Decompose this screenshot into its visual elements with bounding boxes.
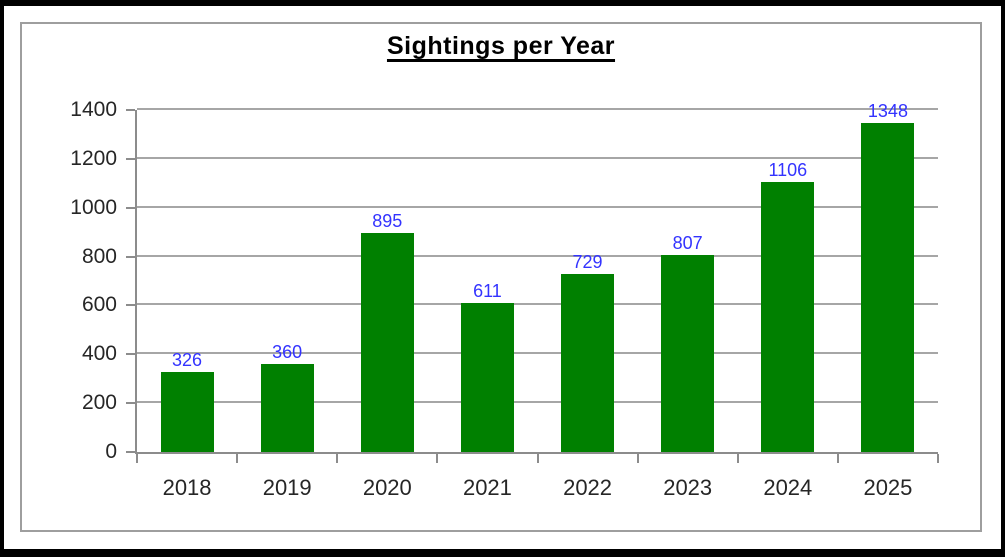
bar-2019 <box>260 364 314 452</box>
bar-value-label: 895 <box>372 211 403 232</box>
y-axis-line <box>135 110 137 454</box>
bar-value-label: 729 <box>572 251 603 272</box>
bar-value-label: 611 <box>473 280 502 301</box>
x-category-label: 2021 <box>462 475 512 500</box>
x-axis-line <box>137 452 938 454</box>
gridline <box>137 303 938 306</box>
y-tick-label: 1000 <box>70 195 117 219</box>
y-tick-label: 800 <box>81 244 117 268</box>
bar-value-label: 1106 <box>768 159 808 180</box>
plot-area <box>126 108 939 463</box>
x-category-label: 2019 <box>262 475 312 500</box>
x-axis-tick <box>136 454 138 463</box>
x-axis-tick <box>236 454 239 463</box>
chart-title: Sightings per Year <box>386 32 616 60</box>
y-axis-tick <box>126 451 135 453</box>
bar-2018 <box>160 372 214 452</box>
x-axis-tick <box>736 454 739 463</box>
gridline <box>137 156 938 159</box>
y-tick-label: 1400 <box>70 98 117 121</box>
gridline <box>137 254 938 257</box>
x-category-label: 2020 <box>362 475 412 500</box>
y-tick-label: 600 <box>81 293 117 317</box>
y-tick-label: 400 <box>81 342 117 366</box>
gridline <box>137 401 938 404</box>
bar-value-label: 807 <box>672 232 703 253</box>
gridline <box>137 108 938 110</box>
y-tick-label: 0 <box>105 440 117 463</box>
y-axis-tick <box>126 255 135 258</box>
y-tick-label: 1200 <box>70 146 117 170</box>
bar-2020 <box>360 233 414 452</box>
y-axis-tick <box>126 206 135 209</box>
y-axis-tick <box>126 353 135 356</box>
x-axis-tick <box>436 454 439 463</box>
y-tick-label: 200 <box>81 391 117 415</box>
bar-value-label: 360 <box>272 342 303 363</box>
x-axis-tick <box>636 454 639 463</box>
y-axis-tick <box>126 402 135 405</box>
y-axis-tick <box>126 304 135 307</box>
x-category-label: 2024 <box>763 475 813 500</box>
bar-value-label: 326 <box>172 350 203 371</box>
bar-2023 <box>661 254 715 452</box>
bar-2021 <box>460 302 514 452</box>
bar-2024 <box>761 181 815 452</box>
bar-value-label: 1348 <box>867 100 908 121</box>
x-category-label: 2023 <box>663 475 713 500</box>
gridline <box>137 205 938 208</box>
x-axis-tick <box>836 454 839 463</box>
y-axis-tick <box>126 157 135 160</box>
x-axis-tick <box>336 454 339 463</box>
x-axis-tick <box>536 454 539 463</box>
x-category-label: 2018 <box>162 475 212 500</box>
bar-2025 <box>861 122 915 452</box>
x-category-label: 2022 <box>563 475 613 500</box>
bar-2022 <box>561 273 615 452</box>
x-category-label: 2025 <box>863 475 913 500</box>
gridline <box>137 352 938 355</box>
x-axis-tick <box>937 454 939 463</box>
y-axis-tick <box>126 109 135 111</box>
